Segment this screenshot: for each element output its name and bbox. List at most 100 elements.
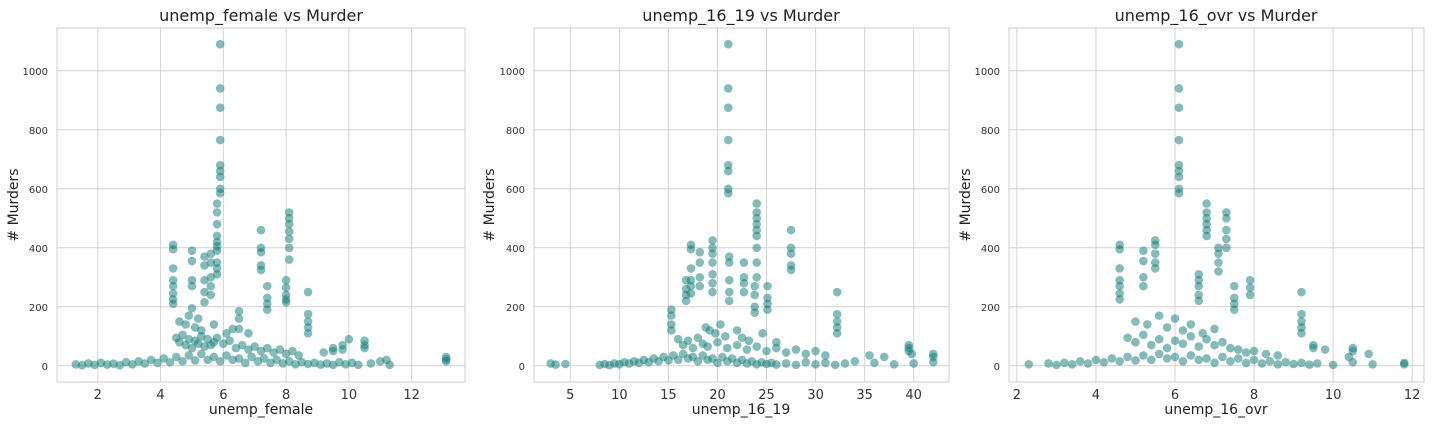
data-point [1309,343,1318,353]
data-point [681,296,691,306]
data-point [1257,359,1267,368]
data-point [1115,275,1124,285]
data-point [758,329,767,338]
data-point [695,281,705,291]
data-point [1202,231,1211,241]
data-point [1273,360,1283,369]
data-point [1154,334,1164,344]
x-tick-label: 35 [856,388,873,403]
y-tick-label: 1000 [500,67,525,78]
data-point [1174,84,1184,93]
data-point [801,357,811,367]
data-point [1241,348,1251,357]
data-point [1194,296,1204,306]
data-point [1194,270,1204,279]
data-point [228,324,238,334]
data-point [750,308,760,317]
data-point [1178,326,1188,335]
y-tick-label: 200 [981,303,1000,314]
data-point [168,289,178,298]
chart-title: unemp_16_19 vs Murder [642,6,840,26]
data-point [1249,355,1259,365]
data-point [222,329,231,338]
data-point [237,340,247,350]
x-tick-label: 8 [282,388,290,403]
data-point [1222,208,1231,217]
data-point [1150,264,1160,273]
data-point [1143,320,1152,329]
data-point [811,360,820,369]
x-tick-label: 6 [1171,388,1179,403]
data-point [206,249,216,258]
data-point [811,346,820,356]
x-tick-label: 40 [905,388,922,403]
data-point [703,342,712,351]
data-point [750,290,760,300]
plot-frame [1008,27,1425,383]
chart-title: unemp_16_ovr vs Murder [1115,6,1318,26]
y-tick-label: 200 [506,303,525,314]
data-point [1214,267,1223,276]
data-point [681,284,691,294]
x-tick-label: 2 [94,388,102,403]
x-tick-label: 4 [156,388,164,403]
x-tick-label: 4 [1092,388,1100,403]
data-point [1162,343,1172,353]
data-point [215,160,225,170]
data-point [752,243,762,253]
data-point [772,337,781,347]
data-point [247,352,256,362]
data-point [209,320,219,329]
data-point [1170,336,1180,346]
data-point [688,343,698,353]
data-point [723,188,733,198]
data-point [1226,357,1235,366]
data-point [907,349,917,359]
data-point [695,272,705,282]
data-point [366,359,376,368]
data-point [303,323,313,332]
data-point [1249,346,1259,356]
x-tick-label: 30 [807,388,824,403]
data-point [1210,324,1219,334]
data-point [1273,351,1283,360]
data-point [752,231,762,241]
data-point [284,213,294,223]
data-point [168,244,178,254]
data-point [1115,244,1124,254]
data-point [723,39,733,49]
x-tick-label: 5 [566,388,574,403]
subplot-unemp-16-19: unemp_16_19 vs Murder unemp_16_19 # Murd… [482,6,950,418]
data-point [909,359,918,368]
data-point [723,160,733,170]
data-point [206,281,216,291]
y-tick-label: 0 [519,362,525,373]
data-point [781,359,791,368]
data-point [722,343,732,353]
data-point [1099,357,1109,367]
data-point [752,258,762,267]
x-tick-label: 15 [660,388,677,403]
data-point [1131,337,1140,347]
data-point [234,354,244,363]
data-point [206,258,216,267]
data-point [786,249,796,258]
data-point [750,281,760,291]
data-point [1150,249,1160,258]
data-point [1222,225,1231,235]
data-point [187,343,197,353]
data-point [1214,249,1223,258]
data-point [1202,354,1211,363]
data-point [713,358,722,368]
data-point [713,337,722,347]
data-point [737,333,747,343]
data-point [1348,357,1358,367]
data-point [739,278,749,288]
data-point [750,302,760,312]
data-point [281,298,291,307]
data-point [708,287,717,297]
data-point [708,258,717,267]
data-point [1305,360,1314,369]
y-axis-label: # Murders [482,168,498,241]
data-point [1229,299,1239,309]
